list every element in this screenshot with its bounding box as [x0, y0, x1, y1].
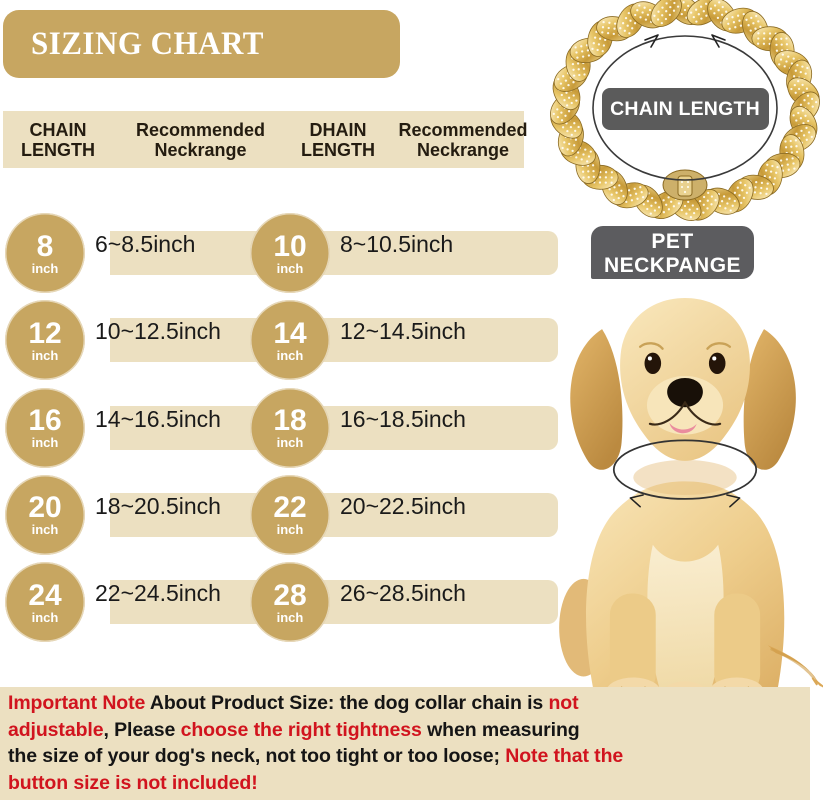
svg-text:CHAIN LENGTH: CHAIN LENGTH — [610, 98, 760, 120]
